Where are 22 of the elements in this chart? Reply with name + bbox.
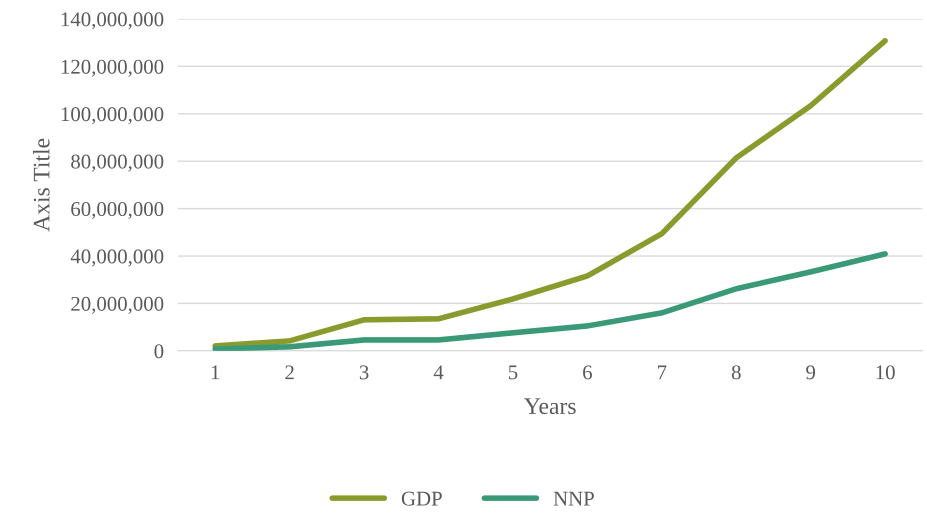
x-axis-title: Years xyxy=(524,398,576,414)
x-tick-label: 1 xyxy=(212,365,220,380)
x-tick-label: 5 xyxy=(508,366,518,380)
x-tick-label: 2 xyxy=(285,365,294,380)
y-tick-label: 100,000,000 xyxy=(62,107,164,124)
x-tick-label: 4 xyxy=(434,365,444,380)
x-tick-label: 8 xyxy=(732,365,741,380)
y-tick-label: 40,000,000 xyxy=(70,249,164,266)
x-tick-label: 7 xyxy=(658,366,666,380)
x-tick-label: 6 xyxy=(583,365,592,380)
y-tick-label: 20,000,000 xyxy=(71,296,164,314)
y-tick-label: 0 xyxy=(154,344,164,358)
y-tick-label: 140,000,000 xyxy=(62,12,164,30)
x-tick-label: 9 xyxy=(806,365,816,380)
legend-label: GDP xyxy=(402,492,442,506)
x-tick-label: 10 xyxy=(876,365,895,380)
y-tick-label: 120,000,000 xyxy=(62,60,164,77)
y-tick-label: 60,000,000 xyxy=(71,202,164,220)
y-axis-title: Axis Title xyxy=(32,138,50,232)
y-tick-label: 80,000,000 xyxy=(71,154,164,172)
x-tick-label: 3 xyxy=(360,365,368,380)
legend-label: NNP xyxy=(554,492,594,506)
